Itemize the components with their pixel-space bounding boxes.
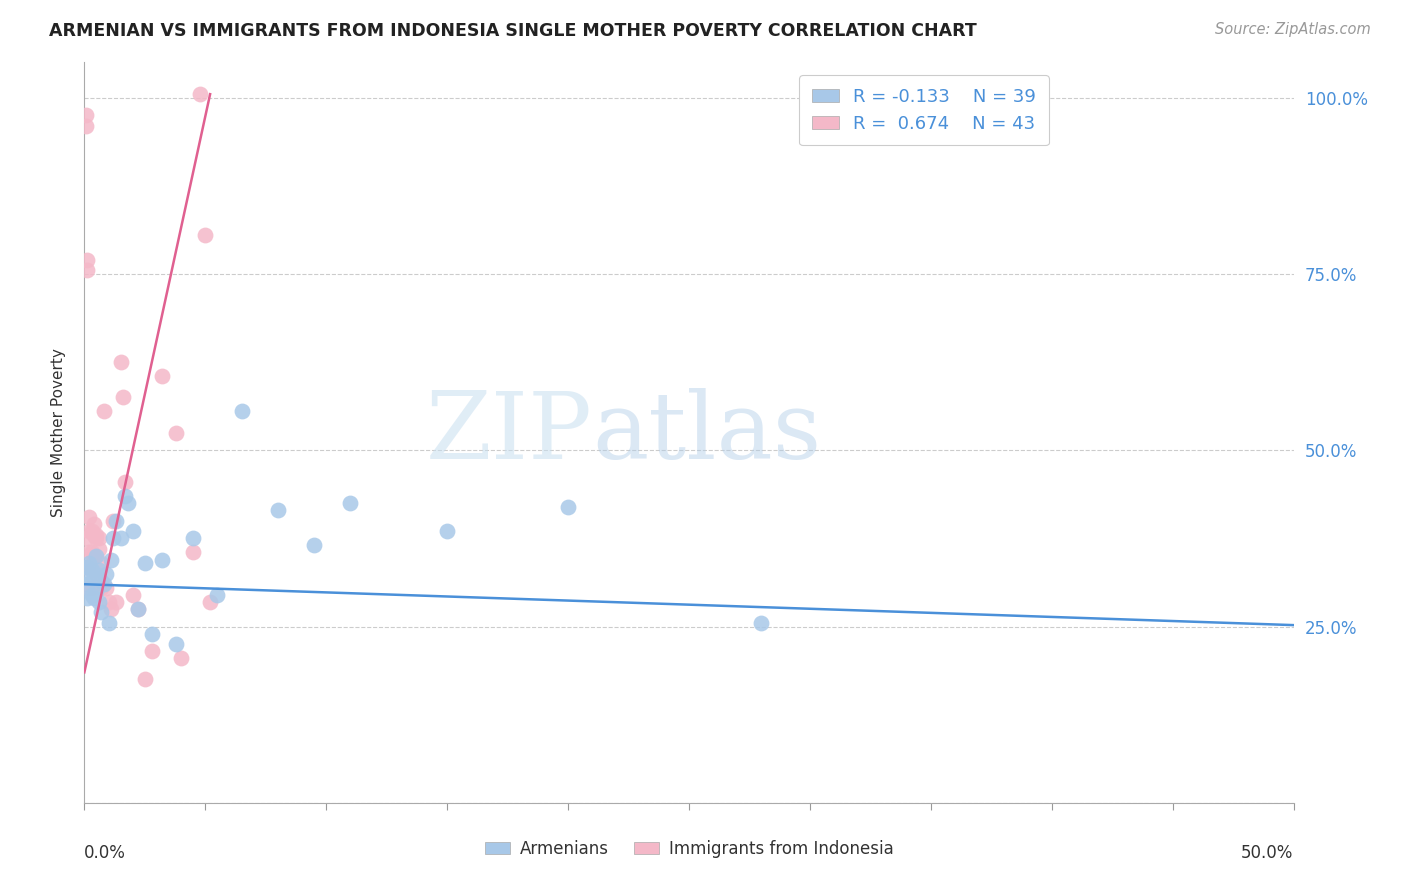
Point bbox=[127, 602, 149, 616]
Point bbox=[80, 545, 103, 559]
Point bbox=[97, 615, 120, 630]
Point bbox=[302, 538, 325, 552]
Point bbox=[90, 606, 112, 620]
Point bbox=[557, 500, 579, 514]
Point bbox=[104, 514, 127, 528]
Point bbox=[100, 602, 122, 616]
Point bbox=[90, 574, 112, 588]
Point bbox=[112, 390, 135, 404]
Point bbox=[77, 556, 100, 570]
Point bbox=[77, 524, 100, 539]
Point bbox=[194, 228, 217, 243]
Text: 50.0%: 50.0% bbox=[1241, 844, 1294, 862]
Point bbox=[80, 588, 103, 602]
Point bbox=[90, 556, 112, 570]
Point bbox=[117, 496, 139, 510]
Point bbox=[114, 475, 136, 489]
Point bbox=[75, 108, 97, 122]
Point bbox=[93, 577, 115, 591]
Point bbox=[141, 626, 163, 640]
Point bbox=[97, 595, 120, 609]
Point bbox=[170, 651, 193, 665]
Point bbox=[150, 369, 173, 384]
Point bbox=[134, 673, 156, 687]
Point bbox=[76, 532, 98, 546]
Text: atlas: atlas bbox=[592, 388, 821, 477]
Point bbox=[134, 556, 156, 570]
Point bbox=[83, 591, 105, 606]
Point bbox=[94, 581, 117, 595]
Point bbox=[181, 545, 204, 559]
Point bbox=[436, 524, 458, 539]
Point bbox=[76, 252, 98, 267]
Point bbox=[80, 563, 103, 577]
Point bbox=[83, 528, 105, 542]
Point bbox=[141, 644, 163, 658]
Point bbox=[100, 552, 122, 566]
Point bbox=[94, 566, 117, 581]
Text: 0.0%: 0.0% bbox=[84, 844, 127, 862]
Point bbox=[76, 577, 98, 591]
Point bbox=[231, 404, 253, 418]
Point bbox=[77, 510, 100, 524]
Point bbox=[110, 532, 132, 546]
Y-axis label: Single Mother Poverty: Single Mother Poverty bbox=[51, 348, 66, 517]
Point bbox=[121, 588, 143, 602]
Point bbox=[83, 517, 105, 532]
Point bbox=[110, 355, 132, 369]
Point bbox=[181, 532, 204, 546]
Point bbox=[104, 595, 127, 609]
Point bbox=[190, 87, 212, 102]
Point bbox=[86, 549, 108, 563]
Point bbox=[751, 615, 773, 630]
Point bbox=[86, 584, 108, 599]
Point bbox=[76, 263, 98, 277]
Legend: Armenians, Immigrants from Indonesia: Armenians, Immigrants from Indonesia bbox=[478, 833, 900, 865]
Point bbox=[165, 425, 187, 440]
Point bbox=[127, 602, 149, 616]
Point bbox=[80, 581, 103, 595]
Point bbox=[103, 532, 125, 546]
Point bbox=[75, 119, 97, 133]
Point bbox=[83, 549, 105, 563]
Point bbox=[87, 563, 110, 577]
Point bbox=[87, 541, 110, 556]
Point bbox=[77, 545, 100, 559]
Point bbox=[114, 489, 136, 503]
Point bbox=[207, 588, 229, 602]
Text: Source: ZipAtlas.com: Source: ZipAtlas.com bbox=[1215, 22, 1371, 37]
Point bbox=[165, 637, 187, 651]
Point bbox=[83, 570, 105, 584]
Point bbox=[77, 570, 100, 584]
Point bbox=[198, 595, 221, 609]
Point bbox=[121, 524, 143, 539]
Point bbox=[75, 559, 97, 574]
Point bbox=[87, 595, 110, 609]
Point bbox=[86, 528, 108, 542]
Point bbox=[80, 524, 103, 539]
Point bbox=[86, 566, 108, 581]
Point bbox=[87, 532, 110, 546]
Text: ARMENIAN VS IMMIGRANTS FROM INDONESIA SINGLE MOTHER POVERTY CORRELATION CHART: ARMENIAN VS IMMIGRANTS FROM INDONESIA SI… bbox=[49, 22, 977, 40]
Point bbox=[76, 591, 98, 606]
Point bbox=[77, 581, 100, 595]
Point bbox=[86, 532, 108, 546]
Point bbox=[76, 559, 98, 574]
Text: ZIP: ZIP bbox=[426, 388, 592, 477]
Point bbox=[267, 503, 290, 517]
Point bbox=[103, 514, 125, 528]
Point bbox=[90, 581, 112, 595]
Point bbox=[150, 552, 173, 566]
Point bbox=[339, 496, 361, 510]
Point bbox=[93, 404, 115, 418]
